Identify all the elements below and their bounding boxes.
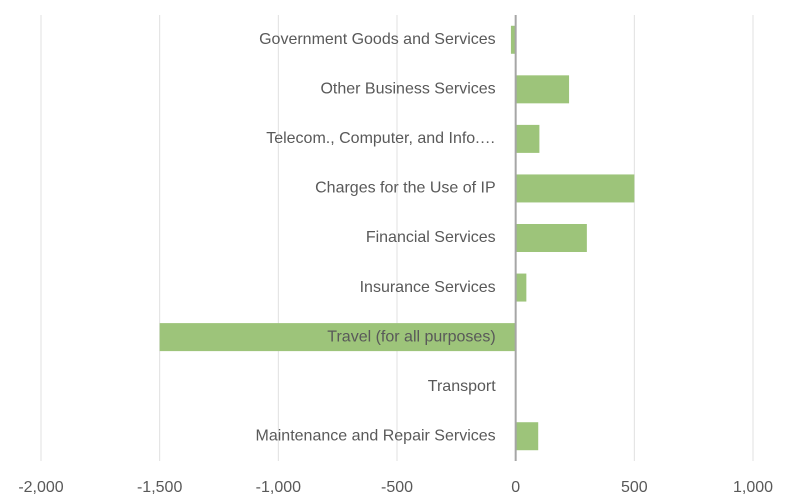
bar (515, 422, 539, 451)
x-tick-label: 500 (621, 479, 648, 496)
x-tick-label: 0 (511, 479, 520, 496)
category-label: Insurance Services (360, 279, 496, 296)
x-tick-label: 1,000 (733, 479, 773, 496)
bar (515, 273, 527, 302)
category-label: Maintenance and Repair Services (256, 427, 496, 444)
category-label: Financial Services (366, 229, 496, 246)
x-tick-label: -1,000 (256, 479, 301, 496)
category-label: Transport (428, 378, 496, 395)
category-label: Charges for the Use of IP (315, 180, 496, 197)
category-label: Other Business Services (320, 81, 495, 98)
bar (515, 174, 635, 203)
category-label: Travel (for all purposes) (327, 328, 495, 345)
category-label: Government Goods and Services (259, 31, 496, 48)
x-tick-label: -1,500 (137, 479, 182, 496)
bar (515, 75, 570, 104)
x-tick-label: -2,000 (18, 479, 63, 496)
bar (510, 25, 516, 54)
bar (515, 224, 587, 252)
x-tick-label: -500 (381, 479, 413, 496)
bar (159, 323, 516, 352)
category-label: Telecom., Computer, and Info.… (266, 130, 495, 147)
bar (515, 124, 540, 153)
